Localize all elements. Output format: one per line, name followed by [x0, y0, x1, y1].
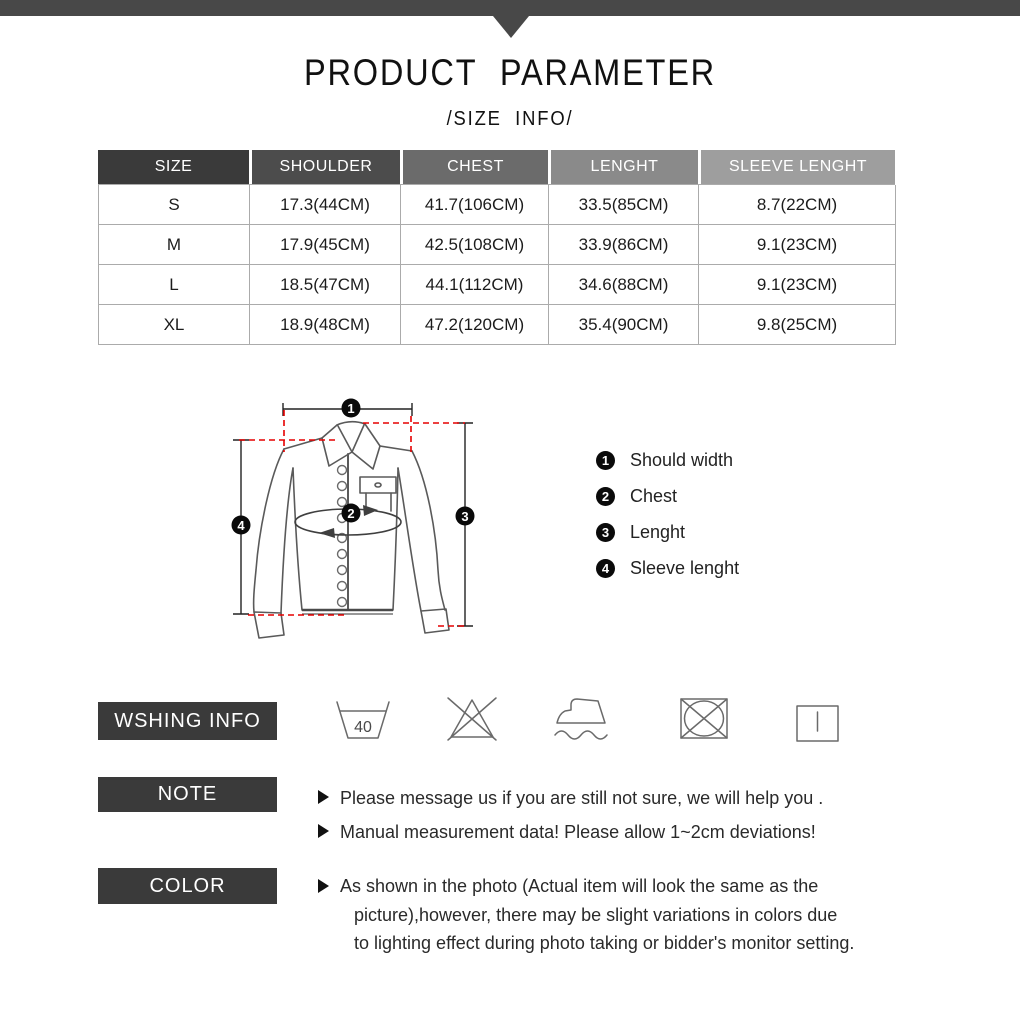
cell-shoulder: 17.3(44CM) — [250, 185, 401, 225]
top-banner-bar — [0, 0, 1020, 16]
cell-length: 33.5(85CM) — [549, 185, 699, 225]
cell-shoulder: 17.9(45CM) — [250, 225, 401, 265]
legend-num-1: 1 — [596, 450, 615, 470]
color-text-line: As shown in the photo (Actual item will … — [340, 876, 819, 896]
cell-size: M — [99, 225, 250, 265]
wash-temp-value: 40 — [354, 719, 372, 736]
red-dashed-guides — [239, 410, 465, 627]
size-table-header-row: SIZE SHOULDER CHEST LENGHT SLEEVE LENGHT — [98, 150, 895, 184]
cell-sleeve: 9.1(23CM) — [699, 225, 896, 265]
legend-num-4: 4 — [596, 558, 615, 578]
shirt-measurement-diagram: 1 2 3 4 — [231, 398, 475, 639]
care-icons-row: 40 — [336, 697, 839, 742]
size-table-body: S 17.3(44CM) 41.7(106CM) 33.5(85CM) 8.7(… — [98, 184, 896, 345]
bullet-arrow-icon — [318, 824, 329, 838]
color-label: COLOR — [98, 868, 277, 904]
col-header-sleeve-length: SLEEVE LENGHT — [698, 150, 895, 184]
bullet-arrow-icon — [318, 879, 329, 893]
marker-1: 1 — [347, 401, 354, 416]
page-subtitle: /SIZE INFO/ — [446, 108, 574, 130]
color-text-line: picture),however, there may be slight va… — [354, 905, 838, 925]
legend-item-shoulder: 1 Should width — [596, 450, 739, 470]
arrowhead-left-icon — [319, 528, 335, 538]
iron-icon — [554, 698, 608, 740]
do-not-tumble-dry-icon — [680, 698, 728, 739]
legend-item-sleeve: 4 Sleeve lenght — [596, 558, 739, 578]
cell-shoulder: 18.9(48CM) — [250, 305, 401, 345]
diagram-markers: 1 2 3 4 — [231, 398, 475, 535]
shirt-outline — [252, 420, 450, 639]
bullet-arrow-icon — [318, 790, 329, 804]
arrowhead-right-icon — [363, 505, 378, 516]
legend-item-length: 3 Lenght — [596, 522, 739, 542]
cell-size: S — [99, 185, 250, 225]
legend-label: Sleeve lenght — [630, 557, 740, 578]
cell-length: 35.4(90CM) — [549, 305, 699, 345]
banner-arrow-down-icon — [493, 16, 529, 38]
washing-info-label: WSHING INFO — [98, 702, 277, 740]
cell-length: 34.6(88CM) — [549, 265, 699, 305]
cell-chest: 44.1(112CM) — [401, 265, 549, 305]
cell-size: L — [99, 265, 250, 305]
cell-sleeve: 8.7(22CM) — [699, 185, 896, 225]
note-item: Please message us if you are still not s… — [340, 788, 824, 808]
legend-item-chest: 2 Chest — [596, 486, 739, 506]
legend-num-2: 2 — [596, 486, 615, 506]
marker-3: 3 — [461, 509, 468, 524]
col-header-chest: CHEST — [400, 150, 548, 184]
cell-length: 33.9(86CM) — [549, 225, 699, 265]
size-table: SIZE SHOULDER CHEST LENGHT SLEEVE LENGHT… — [98, 150, 896, 345]
page-title: PRODUCT PARAMETER — [304, 52, 716, 93]
note-label: NOTE — [98, 777, 277, 812]
measurement-legend: 1 Should width 2 Chest 3 Lenght 4 Sleeve… — [596, 450, 739, 594]
cell-chest: 41.7(106CM) — [401, 185, 549, 225]
col-header-length: LENGHT — [548, 150, 698, 184]
cell-sleeve: 9.8(25CM) — [699, 305, 896, 345]
note-item: Manual measurement data! Please allow 1~… — [340, 822, 816, 842]
marker-2: 2 — [347, 506, 354, 521]
wash-40-icon: 40 — [336, 701, 390, 739]
drip-dry-icon — [796, 705, 839, 742]
marker-4: 4 — [237, 518, 245, 533]
cell-shoulder: 18.5(47CM) — [250, 265, 401, 305]
cell-sleeve: 9.1(23CM) — [699, 265, 896, 305]
cell-chest: 42.5(108CM) — [401, 225, 549, 265]
legend-label: Should width — [630, 449, 734, 470]
cell-chest: 47.2(120CM) — [401, 305, 549, 345]
legend-label: Chest — [630, 485, 678, 506]
shirt-buttons — [336, 464, 348, 608]
col-header-shoulder: SHOULDER — [249, 150, 400, 184]
do-not-bleach-icon — [447, 697, 497, 741]
legend-label: Lenght — [630, 521, 686, 542]
color-text-line: to lighting effect during photo taking o… — [354, 933, 855, 953]
col-header-size: SIZE — [98, 150, 249, 184]
legend-num-3: 3 — [596, 522, 615, 542]
cell-size: XL — [99, 305, 250, 345]
